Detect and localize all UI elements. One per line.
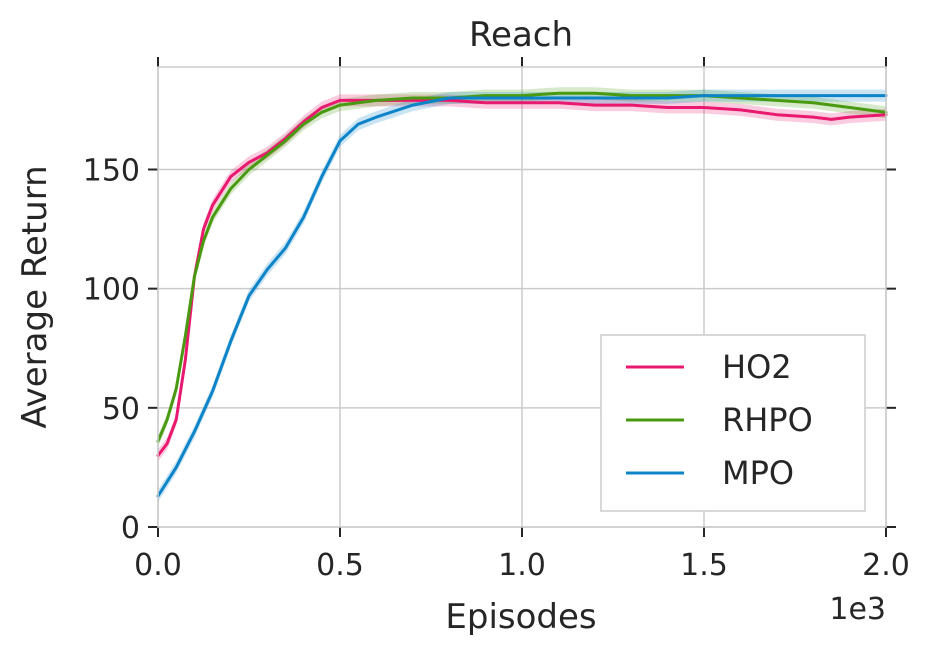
legend: HO2 RHPO MPO [600,334,866,512]
y-tick-label: 50 [102,392,140,427]
plot-border [157,66,887,528]
x-tick-label: 1.5 [680,548,728,583]
x-tick-label: 1.0 [498,548,546,583]
series-line-mpo [156,94,888,498]
legend-label-mpo: MPO [722,454,794,492]
x-tick-label: 2.0 [862,548,910,583]
y-tick-label: 0 [121,511,140,546]
y-axis-label: Average Return [15,165,55,428]
chart-title: Reach [469,15,573,55]
y-tick-label: 150 [83,153,140,188]
x-axis-label: Episodes [445,597,596,637]
series-lines [156,91,888,498]
x-tick-label: 0.5 [316,548,364,583]
tick-labels: 0.0 0.5 1.0 1.5 2.0 0 50 100 150 [83,153,910,583]
legend-box [600,334,866,512]
x-tick-label: 0.0 [134,548,182,583]
x-axis-scale-label: 1e3 [829,592,886,627]
legend-label-rhpo: RHPO [722,401,813,439]
y-tick-label: 100 [83,273,140,308]
plot-frame [148,57,896,537]
legend-label-ho2: HO2 [722,348,792,386]
